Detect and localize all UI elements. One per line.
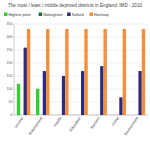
legend-swatch <box>4 13 8 17</box>
y-tick-label: 0 <box>11 113 13 117</box>
x-tick-label: Income <box>14 116 24 128</box>
bar <box>24 48 27 115</box>
bar <box>65 29 68 115</box>
bars <box>17 29 145 115</box>
x-tick-label: Crime <box>111 116 120 127</box>
bar <box>17 84 20 115</box>
bar <box>138 71 141 115</box>
legend-swatch <box>39 13 43 17</box>
bar <box>103 29 106 115</box>
y-tick-label: 350 <box>7 22 13 26</box>
x-tick-label: Barriers <box>90 116 101 129</box>
legend-swatch <box>90 13 94 17</box>
y-tick-label: 250 <box>7 48 13 52</box>
bar <box>62 76 65 115</box>
bar <box>142 29 145 115</box>
x-tick-label: Health <box>53 116 63 127</box>
bar <box>43 71 46 115</box>
y-tick-label: 300 <box>7 35 13 39</box>
legend-label: Hackney <box>94 13 109 17</box>
legend-label: Salford <box>72 13 84 17</box>
y-tick-label: 150 <box>7 74 13 78</box>
bar <box>46 29 49 115</box>
bar <box>27 29 30 115</box>
legend-swatch <box>67 13 71 17</box>
y-tick-label: 50 <box>9 100 13 104</box>
x-tick-label: Education <box>69 116 82 132</box>
x-tick-label: Employment <box>28 116 44 136</box>
grid-line <box>14 24 148 25</box>
grid-line <box>14 50 148 51</box>
legend-label: Highest point <box>9 13 32 17</box>
legend-label: Nottingham <box>43 13 62 17</box>
title: The most / least / middle deprived distr… <box>8 3 142 8</box>
grid-line <box>14 37 148 38</box>
bar <box>36 89 39 115</box>
y-tick-label: 200 <box>7 61 13 65</box>
bar <box>100 66 103 115</box>
bar <box>119 97 122 115</box>
chart: The most / least / middle deprived distr… <box>0 0 150 150</box>
bar <box>123 29 126 115</box>
bar <box>84 29 87 115</box>
y-tick-label: 100 <box>7 87 13 91</box>
bar <box>81 71 84 115</box>
y-axis <box>14 24 15 115</box>
grid-line <box>14 63 148 64</box>
x-tick-label: Environment <box>124 116 140 137</box>
